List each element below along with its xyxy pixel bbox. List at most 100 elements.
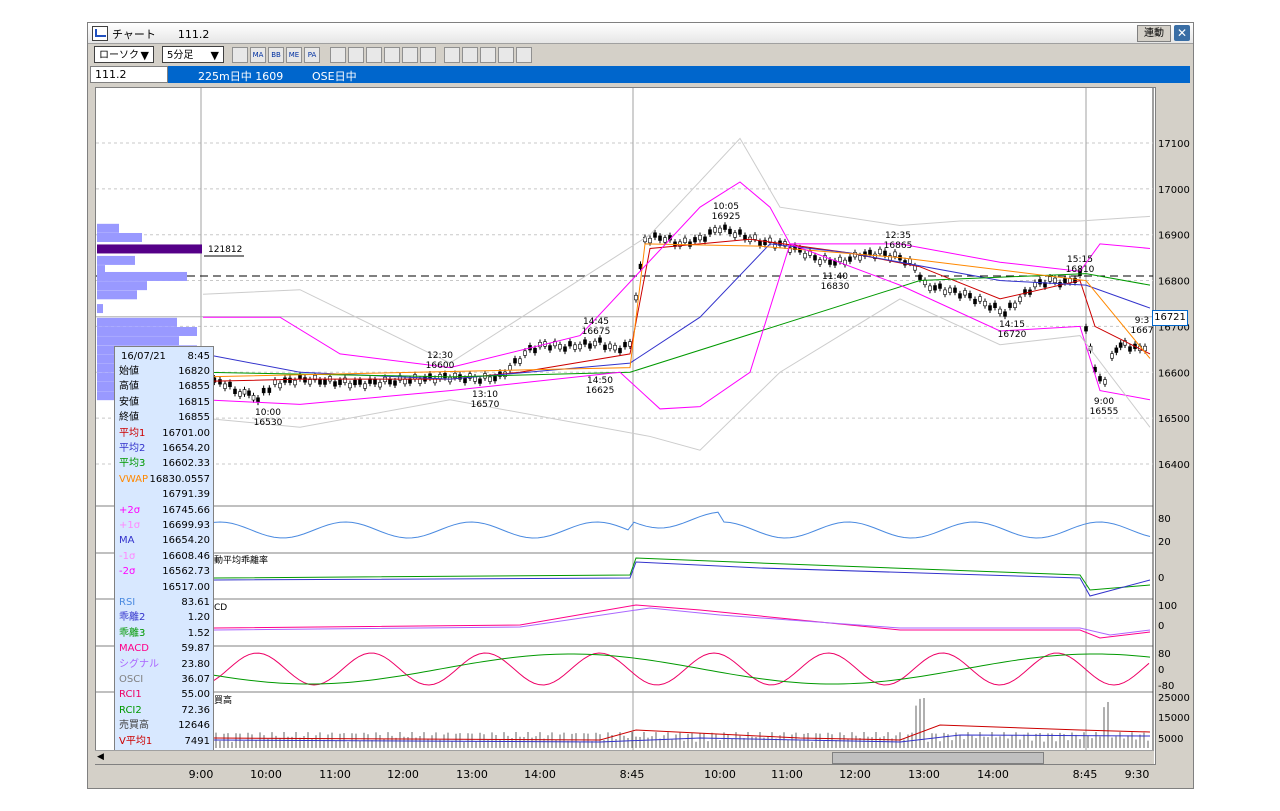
candle [323, 379, 327, 385]
candle [358, 379, 362, 385]
period-select[interactable]: 5分足 ▼ [162, 46, 224, 63]
candle [443, 373, 447, 379]
volume-label: 買高 [214, 694, 232, 706]
ma-icon[interactable]: MA [250, 47, 266, 63]
candle [1110, 353, 1114, 359]
candle [388, 379, 392, 385]
info-date: 16/07/21 [121, 351, 166, 362]
candle [373, 379, 377, 385]
info-row: 乖離3 1.52 [119, 626, 210, 641]
info-row: 安値 16815 [119, 395, 210, 410]
x-tick-label: 8:45 [1072, 768, 1098, 781]
scroll-left-icon[interactable]: ◀ [97, 752, 104, 762]
info-value: 16654.20 [162, 535, 210, 547]
close-icon[interactable]: ✕ [1174, 25, 1190, 41]
zoom-icon[interactable] [384, 47, 400, 63]
candle [653, 232, 657, 238]
lock-icon[interactable] [498, 47, 514, 63]
eraser-icon[interactable] [480, 47, 496, 63]
candle [918, 274, 922, 280]
candle [638, 263, 643, 270]
info-value: 83.61 [181, 597, 210, 608]
info-row: 平均2 16654.20 [119, 441, 210, 456]
deviation3-line [213, 557, 1151, 591]
info-value: 16815 [178, 396, 210, 408]
info-label: RCI2 [119, 704, 142, 716]
x-tick-label: 13:00 [908, 768, 940, 781]
candle [278, 382, 282, 389]
candle [293, 379, 297, 386]
annotation-time: 13:10 [472, 390, 498, 400]
candle [983, 300, 987, 307]
candle [873, 253, 877, 259]
candle [628, 341, 632, 347]
settings-icon[interactable] [402, 47, 418, 63]
candle [242, 389, 247, 395]
ma1-line [202, 238, 1151, 382]
candle [763, 239, 767, 246]
annotation-time: 12:35 [885, 231, 911, 241]
annotation-time: 14:45 [583, 317, 609, 327]
signal-line [213, 607, 1151, 636]
chart-icon[interactable] [232, 47, 248, 63]
candle [688, 241, 692, 247]
info-row: 売買高 12646 [119, 718, 210, 733]
pointfigure-icon[interactable] [366, 47, 382, 63]
info-label: +1σ [119, 520, 141, 531]
pa-icon[interactable]: PA [304, 47, 320, 63]
x-tick-label: 10:00 [250, 768, 282, 781]
annotation-time: 12:30 [427, 351, 453, 361]
cursor-icon[interactable] [462, 47, 478, 63]
link-button[interactable]: 連動 [1137, 25, 1171, 42]
info-row: -1σ 16608.46 [119, 549, 210, 564]
candle [1048, 276, 1052, 282]
candle [603, 344, 607, 350]
chart-area[interactable] [95, 87, 1156, 765]
contract-label: 225m日中 1609 [198, 70, 284, 83]
info-value: 16701.00 [162, 427, 210, 439]
sub-tick-label: 80 [1158, 649, 1171, 660]
rci2-line [213, 653, 1151, 685]
y-tick-label: 16500 [1158, 414, 1190, 425]
info-row: 終値 16855 [119, 410, 210, 425]
annotation-time: 10:05 [713, 202, 739, 212]
candle [353, 379, 357, 386]
bb-icon[interactable]: BB [268, 47, 284, 63]
symbol-field[interactable]: 111.2 [90, 66, 168, 83]
chart-type-select[interactable]: ローソク ▼ [94, 46, 154, 63]
deviation-label: 動平均乖離率 [214, 554, 268, 566]
scroll-thumb[interactable] [832, 752, 1044, 764]
annotation-price: 16625 [586, 386, 615, 396]
annotation-price: 16925 [712, 212, 741, 222]
indicator-icon[interactable] [420, 47, 436, 63]
candle [613, 345, 617, 351]
info-value: 16855 [178, 381, 210, 393]
info-value: 59.87 [181, 643, 210, 655]
info-label: シグナル [119, 658, 159, 670]
candle [723, 224, 727, 230]
annotation-time: 10:00 [255, 408, 281, 418]
me-icon[interactable]: ME [286, 47, 302, 63]
candle-icon[interactable] [348, 47, 364, 63]
info-label: 高値 [119, 381, 139, 393]
pen-icon[interactable] [444, 47, 460, 63]
candle [878, 248, 882, 255]
info-label: 平均2 [119, 443, 146, 454]
sub-tick-label: 0 [1158, 573, 1164, 584]
volume-profile-bar [97, 304, 103, 314]
candle [247, 390, 251, 396]
sub-tick-label: 15000 [1158, 713, 1190, 724]
horizontal-scrollbar[interactable]: ◀ [95, 750, 1154, 764]
volume-profile-bar [97, 290, 137, 300]
line-icon[interactable] [330, 47, 346, 63]
candle [593, 340, 597, 347]
title-bar[interactable]: チャート 111.2 連動 ✕ [88, 23, 1193, 44]
candle [223, 383, 227, 389]
info-label: -1σ [119, 550, 136, 562]
info-row: シグナル 23.80 [119, 657, 210, 672]
candle [753, 234, 757, 240]
candle [713, 227, 717, 233]
candle [338, 379, 342, 385]
candle [758, 240, 762, 247]
cross-icon[interactable] [516, 47, 532, 63]
